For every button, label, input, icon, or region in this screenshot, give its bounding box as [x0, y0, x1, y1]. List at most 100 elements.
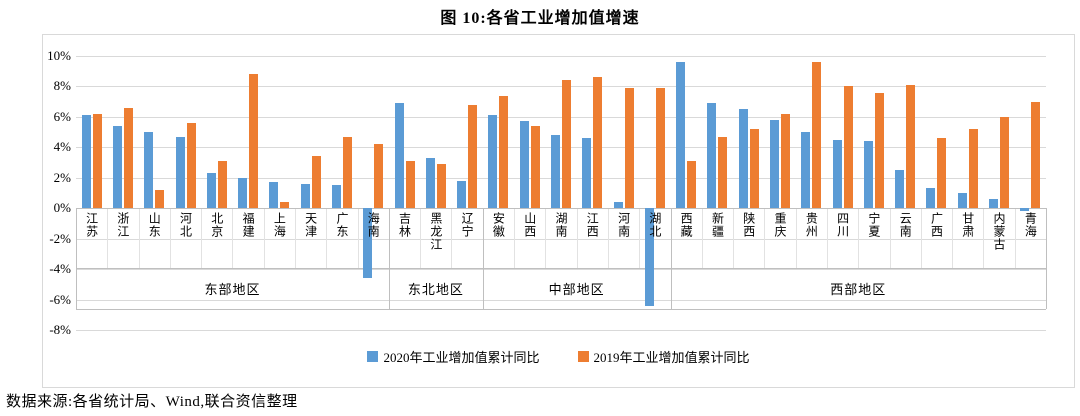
x-axis-category-text: 宁夏	[866, 212, 881, 239]
x-axis-category-text: 新疆	[710, 212, 725, 239]
bar	[144, 132, 154, 209]
category-separator-line	[576, 209, 578, 268]
gridline	[76, 56, 1046, 57]
legend-swatch-icon	[577, 351, 589, 362]
bar	[175, 136, 185, 209]
category-separator-line	[858, 209, 860, 268]
legend-item: 2020年工业增加值累计同比	[367, 347, 540, 366]
bar	[644, 208, 654, 306]
x-axis-category-label: 江苏	[76, 210, 107, 267]
x-axis-category-label: 青海	[1015, 210, 1046, 267]
bar	[687, 161, 697, 209]
category-separator-line	[983, 209, 985, 268]
bar	[624, 87, 634, 209]
category-separator-line	[326, 209, 328, 268]
bar	[249, 74, 259, 209]
y-axis-tick-label: -2%	[49, 230, 71, 246]
source-text: 数据来源:各省统计局、Wind,联合资信整理	[6, 394, 298, 410]
x-axis-category-label: 安徽	[483, 210, 514, 267]
x-axis-category-label: 云南	[890, 210, 921, 267]
bar	[331, 185, 341, 209]
bar	[593, 77, 603, 209]
x-axis-category-text: 江苏	[84, 212, 99, 239]
bar	[707, 103, 717, 209]
x-axis-category-label: 重庆	[764, 210, 795, 267]
bar	[937, 138, 947, 209]
x-axis-category-label: 内蒙古	[983, 210, 1014, 267]
bar	[1020, 208, 1030, 212]
bar	[123, 107, 133, 209]
gridline	[76, 330, 1046, 331]
bar	[374, 144, 384, 209]
gridline	[76, 299, 1046, 301]
category-separator-line	[952, 209, 954, 268]
x-axis-category-label: 辽宁	[451, 210, 482, 267]
category-separator-line	[920, 209, 922, 268]
gridline	[76, 208, 1046, 210]
x-axis-category-text: 云南	[898, 212, 913, 239]
category-separator-line	[138, 209, 140, 268]
y-axis-tick-label: 2%	[53, 169, 71, 185]
bar	[425, 157, 435, 209]
chart-legend: 2020年工业增加值累计同比 2019年工业增加值累计同比	[43, 347, 1074, 366]
bar	[957, 193, 967, 209]
legend-label: 2019年工业增加值累计同比	[593, 350, 750, 365]
figure-title: 图 10:各省工业增加值增速	[440, 10, 640, 27]
category-separator-line	[607, 209, 609, 268]
bar	[812, 62, 822, 209]
x-axis-category-text: 辽宁	[460, 212, 475, 239]
legend-swatch-icon	[367, 351, 379, 362]
x-axis-category-text: 北京	[209, 212, 224, 239]
x-axis-category-text: 内蒙古	[992, 212, 1007, 252]
bar	[801, 132, 811, 209]
x-axis-category-text: 河北	[178, 212, 193, 239]
x-axis-category-text: 福建	[241, 212, 256, 239]
y-axis-tick-label: 10%	[47, 48, 71, 63]
bar	[394, 103, 404, 209]
gridline	[76, 86, 1046, 88]
x-axis-category-text: 山西	[522, 212, 537, 239]
y-axis-tick-label: -4%	[49, 261, 71, 277]
group-boundary-line	[388, 208, 390, 309]
category-separator-line	[232, 209, 234, 268]
gridline	[76, 116, 1046, 118]
category-separator-line	[263, 209, 265, 268]
x-axis-category-label: 四川	[827, 210, 858, 267]
bar	[874, 92, 884, 209]
group-boundary-line	[670, 208, 672, 309]
category-separator-line	[733, 209, 735, 268]
bar	[738, 109, 748, 209]
bar	[269, 182, 279, 209]
x-axis-category-text: 天津	[303, 212, 318, 239]
bar	[457, 180, 467, 209]
x-axis-category-text: 安徽	[491, 212, 506, 239]
x-axis-category-label: 河南	[608, 210, 639, 267]
x-axis-group-label: 东北地区	[407, 282, 464, 297]
category-separator-line	[795, 209, 797, 268]
x-axis-category-label: 吉林	[389, 210, 420, 267]
x-axis-category-text: 甘肃	[960, 212, 975, 239]
group-boundary-line	[76, 208, 77, 309]
category-separator-line	[201, 209, 203, 268]
bar	[989, 199, 999, 209]
bar	[81, 115, 91, 209]
x-axis-category-label: 黑龙江	[420, 210, 451, 267]
x-axis-category-text: 广西	[929, 212, 944, 239]
x-axis-category-text: 海南	[366, 212, 381, 239]
bar	[551, 135, 560, 209]
x-axis-category-label: 上海	[264, 210, 295, 267]
y-axis-tick-label: -6%	[49, 291, 71, 307]
x-axis-category-text: 河南	[616, 212, 631, 239]
x-axis-category-text: 贵州	[804, 212, 819, 239]
x-axis-category-label: 广西	[921, 210, 952, 267]
x-axis-category-label: 山东	[139, 210, 170, 267]
bar	[895, 170, 905, 209]
x-axis-category-label: 甘肃	[952, 210, 983, 267]
bar	[832, 139, 842, 209]
x-axis-category-text: 吉林	[397, 212, 412, 239]
bar	[770, 119, 780, 209]
bar	[781, 113, 791, 209]
x-axis-category-text: 江西	[585, 212, 600, 239]
x-axis-category-label: 福建	[232, 210, 263, 267]
y-axis-tick-label: 8%	[53, 78, 71, 94]
